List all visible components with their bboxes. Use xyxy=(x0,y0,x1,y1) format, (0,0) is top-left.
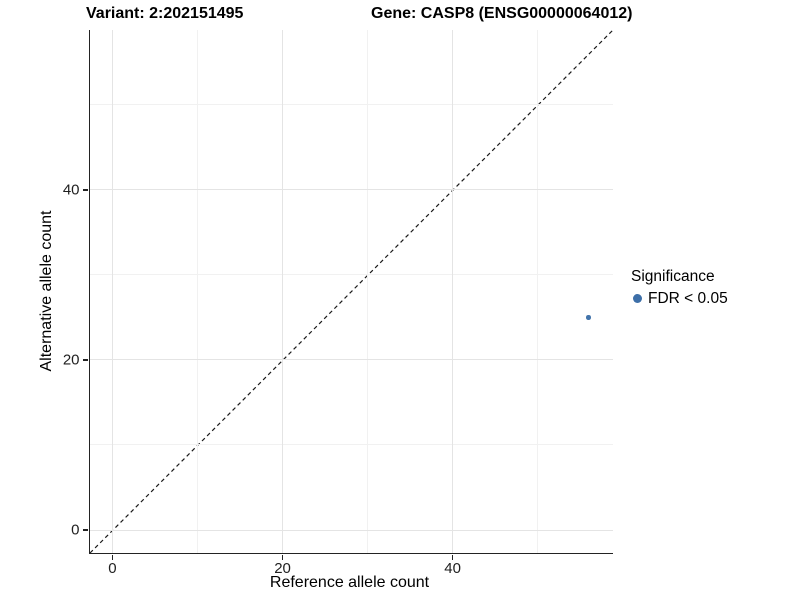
gridline-major-vertical xyxy=(452,30,454,553)
gridline-minor-vertical xyxy=(367,30,369,553)
legend-entry-label: FDR < 0.05 xyxy=(648,289,728,307)
identity-dashed-line xyxy=(89,29,613,554)
y-axis-tick-label: 0 xyxy=(71,521,80,539)
data-point xyxy=(586,315,591,320)
legend-point-icon xyxy=(633,294,642,304)
gridline-minor-horizontal xyxy=(89,444,613,446)
gridline-minor-vertical xyxy=(537,30,539,553)
gridline-major-vertical xyxy=(282,30,284,553)
gridline-minor-horizontal xyxy=(89,104,613,106)
legend-entry: FDR < 0.05 xyxy=(631,290,728,308)
x-axis-tick-mark xyxy=(451,554,454,560)
legend: Significance FDR < 0.05 xyxy=(631,268,728,308)
y-axis-title: Alternative allele count xyxy=(38,210,55,372)
gridline-major-horizontal xyxy=(89,359,613,361)
identity-line-svg xyxy=(89,29,613,554)
y-axis-tick-mark xyxy=(82,529,88,531)
plot-title-gene: Gene: CASP8 (ENSG00000064012) xyxy=(371,5,633,22)
plot-panel: 0 20 40 0 20 40 xyxy=(63,29,613,576)
x-axis-tick-mark xyxy=(111,554,114,560)
x-axis-tick-label: 0 xyxy=(108,560,117,577)
gridline-minor-horizontal xyxy=(89,274,613,276)
y-axis-tick-mark xyxy=(82,189,88,191)
legend-title: Significance xyxy=(631,268,715,285)
gridline-major-horizontal xyxy=(89,189,613,191)
y-axis-tick-mark xyxy=(82,359,88,361)
x-axis-title: Reference allele count xyxy=(269,574,430,591)
gridline-major-horizontal xyxy=(89,529,613,531)
y-axis-tick-label: 20 xyxy=(62,351,80,369)
gridline-minor-vertical xyxy=(197,30,198,553)
gridline-major-vertical xyxy=(111,30,113,553)
x-axis-tick-mark xyxy=(281,554,284,560)
x-axis-tick-label: 20 xyxy=(274,560,291,577)
y-axis-tick-label: 40 xyxy=(62,181,80,199)
plot-title-variant: Variant: 2:202151495 xyxy=(86,5,244,22)
x-axis-tick-label: 40 xyxy=(444,560,461,577)
